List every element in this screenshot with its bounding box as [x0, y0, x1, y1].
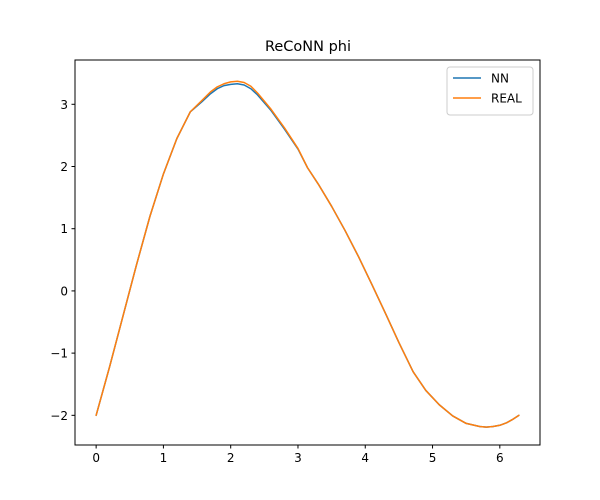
- x-tick-label: 1: [160, 451, 168, 465]
- chart-legend: NN REAL: [446, 66, 534, 116]
- legend-label-real: REAL: [491, 92, 522, 106]
- y-axis-ticks: −2 −1 0 1 2 3: [50, 98, 75, 423]
- axes-frame: [74, 59, 541, 446]
- x-tick-label: 0: [92, 451, 100, 465]
- chart-title: ReCoNN phi: [265, 39, 351, 55]
- y-tick-label: −1: [50, 347, 68, 361]
- x-axis-ticks: 0 1 2 3 4 5 6: [92, 445, 504, 465]
- x-tick-label: 4: [361, 451, 369, 465]
- y-tick-label: 0: [60, 284, 68, 298]
- x-tick-label: 5: [429, 451, 437, 465]
- series-layer: [95, 80, 520, 428]
- x-tick-label: 6: [496, 451, 504, 465]
- x-tick-label: 3: [294, 451, 302, 465]
- series-line-real: [95, 80, 520, 428]
- y-tick-label: 3: [60, 98, 68, 112]
- legend-label-nn: NN: [491, 72, 509, 86]
- plot-area: [74, 59, 541, 446]
- x-tick-label: 2: [227, 451, 235, 465]
- y-tick-label: 1: [60, 222, 68, 236]
- y-tick-label: 2: [60, 160, 68, 174]
- y-tick-label: −2: [50, 409, 68, 423]
- legend-box: [446, 66, 534, 116]
